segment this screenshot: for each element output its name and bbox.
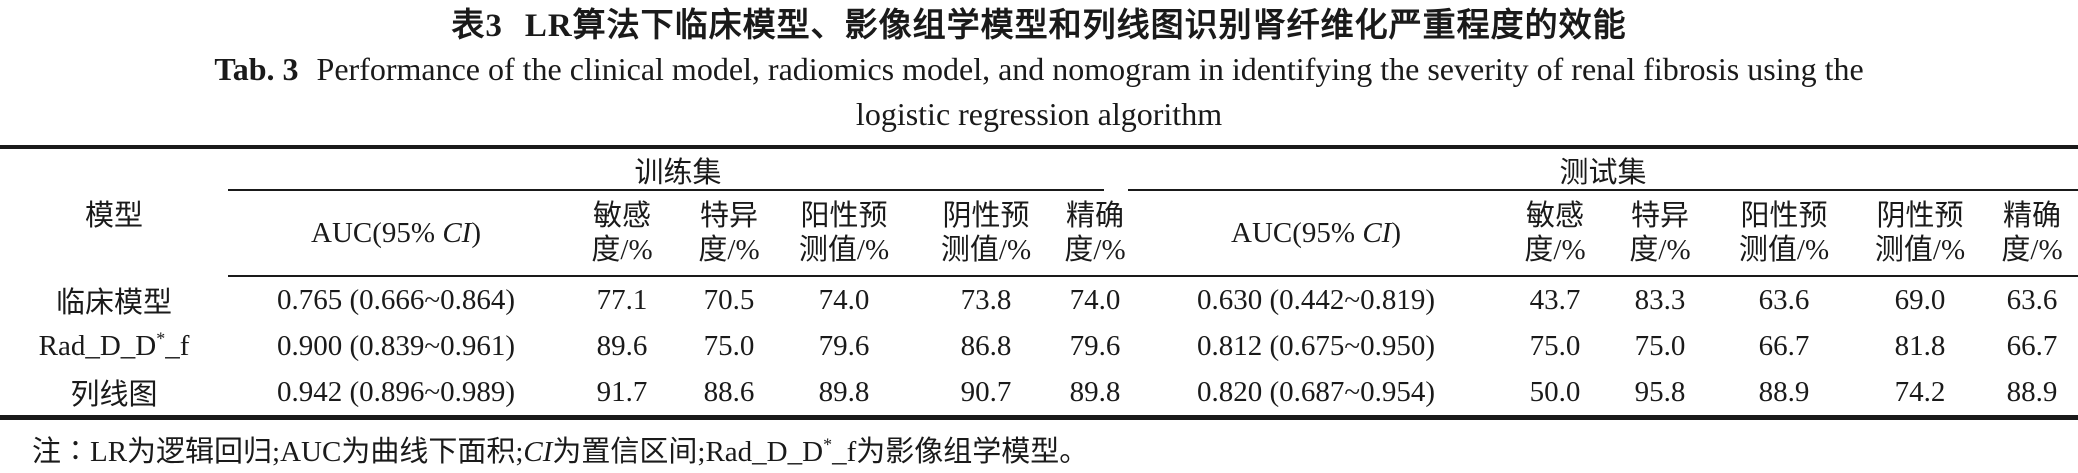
cell-train-auc: 0.765 (0.666~0.864) <box>276 283 515 316</box>
caption-chinese: 表3 LR算法下临床模型、影像组学模型和列线图识别肾纤维化严重程度的效能 <box>0 0 2078 47</box>
caption-english-text1: Performance of the clinical model, radio… <box>316 51 1864 87</box>
table-row-clinical-model: 临床模型 0.765 (0.666~0.864) 77.1 70.5 74.0 … <box>0 276 2078 323</box>
table-footnote: 注∶LR为逻辑回归;AUC为曲线下面积;CI为置信区间;Rad_D_D*_f为影… <box>32 434 1089 468</box>
cell-train-ppv: 79.6 <box>818 329 870 362</box>
table-row-radiomics-model: Rad_D_D*_f 0.900 (0.839~0.961) 89.6 75.0… <box>0 323 2078 369</box>
caption-chinese-label: 表3 <box>451 8 503 44</box>
cell-train-specificity: 88.6 <box>703 375 755 408</box>
caption-english-line2: logistic regression algorithm <box>855 96 1223 132</box>
header-subrow: AUC(95% CI) 敏感 度/% 特异 度/% 阳性预 测值/% 阴性预 测值/% … <box>0 191 2078 277</box>
caption-english: Tab. 3 Performance of the clinical model,… <box>0 47 2078 137</box>
caption-english-line1: Tab. 3 Performance of the clinical model,… <box>0 47 2078 92</box>
superscript-asterisk: * <box>823 434 833 455</box>
cell-test-auc: 0.812 (0.675~0.950) <box>1197 329 1436 362</box>
cell-test-npv: 81.8 <box>1894 329 1946 362</box>
group-header-training-set: 训练集 <box>228 147 1128 191</box>
cell-test-specificity: 75.0 <box>1634 329 1686 362</box>
cell-test-specificity: 83.3 <box>1634 283 1686 316</box>
col-header-auc-test: AUC(95% CI) <box>1128 191 1505 277</box>
col-header-sensitivity-test: 敏感 度/% <box>1504 191 1607 277</box>
cell-train-auc: 0.942 (0.896~0.989) <box>276 375 515 408</box>
cell-train-npv: 90.7 <box>960 375 1012 408</box>
cell-test-npv: 74.2 <box>1894 375 1946 408</box>
cell-test-auc: 0.630 (0.442~0.819) <box>1197 283 1436 316</box>
cell-test-specificity: 95.8 <box>1634 375 1686 408</box>
col-header-accuracy-train: 精确 度/% <box>1062 191 1129 277</box>
cell-test-accuracy: 63.6 <box>2006 283 2058 316</box>
cell-train-specificity: 70.5 <box>703 283 755 316</box>
cell-test-ppv: 63.6 <box>1758 283 1810 316</box>
header-group-row: 模型 训练集 测试集 <box>0 147 2078 232</box>
cell-train-accuracy: 79.6 <box>1069 329 1121 362</box>
cell-train-sensitivity: 77.1 <box>596 283 648 316</box>
cell-train-accuracy: 89.8 <box>1069 375 1121 408</box>
caption-chinese-text: LR算法下临床模型、影像组学模型和列线图识别肾纤维化严重程度的效能 <box>524 8 1627 44</box>
cell-test-npv: 69.0 <box>1894 283 1946 316</box>
cell-test-sensitivity: 50.0 <box>1529 375 1581 408</box>
cell-train-sensitivity: 91.7 <box>596 375 648 408</box>
col-header-specificity-train: 特异 度/% <box>680 191 778 277</box>
cell-train-ppv: 74.0 <box>818 283 870 316</box>
col-header-specificity-test: 特异 度/% <box>1606 191 1715 277</box>
cell-train-specificity: 75.0 <box>703 329 755 362</box>
cell-test-ppv: 66.7 <box>1758 329 1810 362</box>
cell-test-sensitivity: 75.0 <box>1529 329 1581 362</box>
cell-test-sensitivity: 43.7 <box>1529 283 1581 316</box>
col-header-sensitivity-train: 敏感 度/% <box>564 191 680 277</box>
table-row-nomogram: 列线图 0.942 (0.896~0.989) 91.7 88.6 89.8 9… <box>0 369 2078 418</box>
cell-train-auc: 0.900 (0.839~0.961) <box>276 329 515 362</box>
superscript-asterisk: * <box>156 327 166 348</box>
col-header-model: 模型 <box>84 199 143 232</box>
model-name: Rad_D_D*_f <box>38 327 190 362</box>
group-header-test-set: 测试集 <box>1128 147 2078 191</box>
cell-test-accuracy: 88.9 <box>2006 375 2058 408</box>
model-name: 临床模型 <box>55 286 172 319</box>
cell-test-ppv: 88.9 <box>1758 375 1810 408</box>
col-header-npv-train: 阴性预 测值/% <box>910 191 1062 277</box>
cell-train-sensitivity: 89.6 <box>596 329 648 362</box>
performance-table: 模型 训练集 测试集 AUC(95% CI) 敏感 度/% 特异 度/% 阳性预 测值… <box>0 145 2078 420</box>
model-name: 列线图 <box>70 379 158 411</box>
cell-train-npv: 73.8 <box>960 283 1012 316</box>
cell-train-accuracy: 74.0 <box>1069 283 1121 316</box>
cell-test-auc: 0.820 (0.687~0.954) <box>1197 375 1436 408</box>
caption-english-label: Tab. 3 <box>214 51 299 87</box>
col-header-ppv-test: 阳性预 测值/% <box>1714 191 1855 277</box>
cell-train-ppv: 89.8 <box>818 375 870 408</box>
col-header-auc-train: AUC(95% CI) <box>228 191 564 277</box>
cell-test-accuracy: 66.7 <box>2006 329 2058 362</box>
cell-train-npv: 86.8 <box>960 329 1012 362</box>
col-header-ppv-train: 阳性预 测值/% <box>778 191 910 277</box>
col-header-npv-test: 阴性预 测值/% <box>1854 191 1987 277</box>
col-header-accuracy-test: 精确 度/% <box>1986 191 2078 277</box>
